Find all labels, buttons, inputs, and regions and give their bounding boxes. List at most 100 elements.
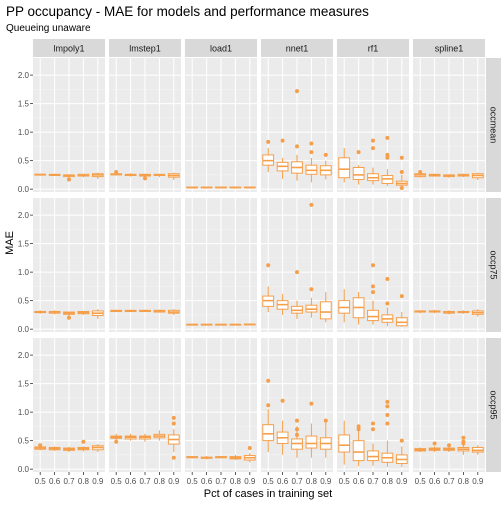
box-body bbox=[262, 424, 275, 442]
outlier-point bbox=[356, 427, 361, 432]
outlier-point bbox=[67, 177, 71, 182]
outlier-point bbox=[385, 135, 390, 140]
box bbox=[229, 186, 242, 189]
x-tick-label: 0.9 bbox=[244, 477, 256, 486]
box bbox=[276, 138, 289, 179]
outlier-point bbox=[309, 141, 314, 146]
column-strip bbox=[109, 39, 181, 57]
outlier-point bbox=[356, 150, 361, 155]
x-tick-label: 0.5 bbox=[339, 477, 351, 486]
column-strip bbox=[337, 39, 409, 57]
box bbox=[167, 415, 180, 460]
box bbox=[338, 289, 351, 323]
box bbox=[338, 148, 351, 183]
box bbox=[428, 441, 441, 453]
box bbox=[153, 430, 166, 441]
x-tick-label: 0.6 bbox=[49, 477, 61, 486]
y-tick-label: 1.0 bbox=[18, 128, 30, 137]
y-tick-label: 2.0 bbox=[18, 71, 30, 80]
box-body bbox=[352, 440, 365, 462]
outlier-point bbox=[323, 418, 328, 423]
box-body bbox=[367, 309, 379, 322]
outlier-point bbox=[323, 152, 328, 157]
box bbox=[471, 445, 484, 455]
box bbox=[471, 172, 484, 181]
outlier-point bbox=[399, 438, 404, 443]
box bbox=[291, 418, 303, 458]
x-tick-label: 0.6 bbox=[353, 477, 365, 486]
box bbox=[243, 446, 256, 463]
y-tick-label: 1.5 bbox=[18, 100, 30, 109]
box bbox=[367, 421, 379, 466]
x-tick-label: 0.6 bbox=[201, 477, 213, 486]
box bbox=[305, 401, 318, 458]
outlier-point bbox=[385, 404, 390, 409]
outlier-point bbox=[371, 427, 375, 432]
box bbox=[428, 309, 441, 314]
box bbox=[457, 173, 470, 178]
x-tick-label: 0.5 bbox=[35, 477, 47, 486]
box bbox=[291, 89, 303, 181]
outlier-point bbox=[356, 424, 361, 429]
box bbox=[262, 139, 275, 173]
box bbox=[352, 424, 365, 467]
column-strip bbox=[261, 39, 333, 57]
x-tick-label: 0.8 bbox=[306, 477, 318, 486]
box bbox=[381, 276, 394, 327]
box bbox=[381, 135, 394, 187]
box bbox=[110, 433, 123, 444]
outlier-point bbox=[399, 186, 404, 191]
box bbox=[63, 311, 75, 320]
box bbox=[395, 294, 408, 327]
box bbox=[200, 456, 213, 460]
outlier-point bbox=[447, 443, 451, 448]
outlier-point bbox=[266, 403, 271, 408]
box bbox=[34, 310, 47, 314]
outlier-point bbox=[371, 421, 375, 426]
box bbox=[167, 172, 180, 181]
row-strip bbox=[486, 198, 501, 332]
x-tick-label: 0.7 bbox=[443, 477, 455, 486]
x-tick-label: 0.9 bbox=[320, 477, 332, 486]
x-tick-label: 0.6 bbox=[277, 477, 289, 486]
box bbox=[48, 446, 61, 451]
x-tick-label: 0.7 bbox=[63, 477, 75, 486]
box bbox=[91, 172, 104, 179]
box bbox=[77, 173, 90, 178]
row-strip-label: occp75 bbox=[489, 250, 499, 279]
column-strip-label: lmpoly1 bbox=[53, 44, 84, 54]
box bbox=[414, 170, 427, 178]
row-strip-label: occp95 bbox=[489, 390, 499, 419]
box bbox=[367, 263, 379, 325]
box-body bbox=[319, 301, 332, 320]
box bbox=[319, 418, 332, 458]
x-tick-label: 0.7 bbox=[291, 477, 303, 486]
x-tick-label: 0.9 bbox=[472, 477, 484, 486]
box bbox=[291, 270, 303, 319]
box bbox=[471, 309, 484, 317]
column-strip bbox=[413, 39, 485, 57]
box bbox=[262, 378, 275, 453]
box bbox=[305, 202, 318, 318]
outlier-point bbox=[295, 89, 299, 94]
box bbox=[110, 309, 123, 313]
box bbox=[414, 310, 427, 314]
box bbox=[352, 150, 365, 185]
y-tick-label: 0.0 bbox=[18, 465, 30, 474]
y-tick-label: 1.5 bbox=[18, 380, 30, 389]
box bbox=[215, 456, 227, 459]
outlier-point bbox=[81, 439, 86, 444]
box bbox=[215, 323, 227, 326]
box bbox=[319, 152, 332, 180]
x-tick-label: 0.5 bbox=[111, 477, 123, 486]
box bbox=[200, 323, 213, 326]
outlier-point bbox=[143, 176, 147, 181]
box bbox=[395, 438, 408, 467]
x-tick-label: 0.5 bbox=[263, 477, 275, 486]
column-strip-label: spline1 bbox=[435, 44, 464, 54]
box bbox=[276, 398, 289, 455]
y-tick-label: 1.0 bbox=[18, 268, 30, 277]
box bbox=[63, 446, 75, 453]
box bbox=[124, 173, 137, 177]
outlier-point bbox=[399, 155, 404, 160]
